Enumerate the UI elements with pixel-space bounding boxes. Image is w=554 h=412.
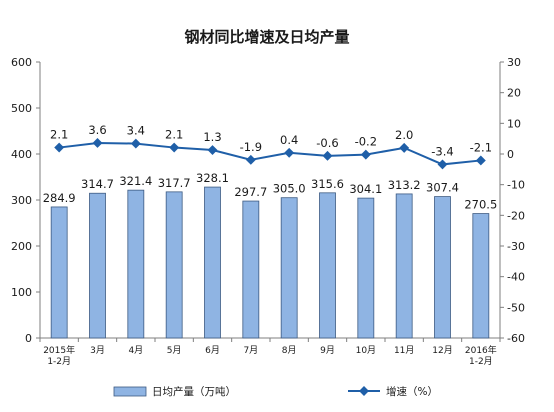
bar bbox=[395, 193, 413, 339]
right-tick-label: 20 bbox=[507, 87, 521, 100]
bar bbox=[280, 197, 298, 339]
line-value-label: -1.9 bbox=[240, 140, 262, 154]
legend-line-marker bbox=[359, 386, 369, 396]
line-value-label: 2.1 bbox=[50, 128, 68, 142]
category-label: 6月 bbox=[205, 345, 220, 356]
legend-line-label: 增速（%） bbox=[386, 385, 438, 398]
bar-value-label: 297.7 bbox=[234, 185, 267, 199]
bar bbox=[89, 192, 106, 339]
line-value-label: 2.1 bbox=[165, 128, 183, 142]
left-tick-label: 500 bbox=[11, 102, 32, 115]
bar-value-label: 305.0 bbox=[273, 182, 306, 196]
bar-value-label: 328.1 bbox=[196, 171, 229, 185]
right-tick-label: -60 bbox=[507, 332, 525, 345]
category-label: 5月 bbox=[167, 345, 182, 356]
line-value-label: 3.4 bbox=[127, 124, 145, 138]
left-tick-label: 600 bbox=[11, 56, 32, 69]
left-tick-label: 100 bbox=[11, 286, 32, 299]
category-label: 4月 bbox=[128, 345, 143, 356]
left-tick-label: 300 bbox=[11, 194, 32, 207]
bar-value-label: 284.9 bbox=[43, 191, 76, 205]
category-label: 9月 bbox=[320, 345, 335, 356]
category-label: 12月 bbox=[432, 345, 452, 356]
bar bbox=[242, 200, 260, 339]
line-point bbox=[92, 138, 103, 148]
line-point bbox=[475, 155, 486, 166]
right-tick-label: -30 bbox=[507, 240, 525, 253]
line-point bbox=[284, 147, 295, 158]
bar-series: 284.9 314.7 321.4 317.7 328.1 297.7 305.0 315.6… bbox=[43, 171, 497, 339]
right-tick-label: -10 bbox=[507, 179, 525, 192]
left-tick-label: 200 bbox=[11, 240, 32, 253]
line-point bbox=[169, 142, 180, 153]
category-label: 10月 bbox=[356, 345, 376, 356]
right-tick-label: 10 bbox=[507, 117, 521, 130]
bar bbox=[319, 192, 336, 339]
bar bbox=[50, 206, 68, 339]
line-value-label: 2.0 bbox=[395, 128, 413, 142]
bar bbox=[204, 186, 221, 339]
legend-bar-swatch bbox=[113, 386, 147, 397]
category-label: 2016年 bbox=[465, 344, 497, 356]
category-label: 3月 bbox=[90, 345, 105, 356]
line-point bbox=[130, 138, 141, 149]
category-label: 1-2月 bbox=[469, 356, 493, 367]
category-label: 8月 bbox=[282, 345, 297, 356]
right-tick-label: 0 bbox=[507, 148, 514, 161]
bar-value-label: 270.5 bbox=[464, 198, 497, 212]
right-tick-label: -40 bbox=[507, 271, 525, 284]
line-point bbox=[322, 150, 333, 161]
right-tick-label: -50 bbox=[507, 301, 525, 314]
right-tick-label: 30 bbox=[507, 56, 521, 69]
line-point bbox=[360, 149, 371, 160]
category-label: 1-2月 bbox=[47, 356, 71, 367]
growth-line bbox=[59, 141, 481, 166]
line-point bbox=[245, 154, 256, 165]
line-value-label: -0.6 bbox=[316, 136, 338, 150]
bar bbox=[357, 197, 375, 339]
right-tick-label: -20 bbox=[507, 209, 525, 222]
bar-value-label: 304.1 bbox=[349, 182, 382, 196]
left-tick-label: 400 bbox=[11, 148, 32, 161]
bar bbox=[165, 191, 183, 339]
bar bbox=[472, 213, 490, 339]
line-value-label: -0.2 bbox=[355, 135, 377, 149]
line-value-label: -2.1 bbox=[470, 140, 492, 154]
left-tick-label: 0 bbox=[25, 332, 32, 345]
line-value-label: 1.3 bbox=[203, 130, 221, 144]
category-label: 11月 bbox=[394, 345, 414, 356]
line-point bbox=[399, 142, 410, 153]
line-series: 2.1 3.6 3.4 2.1 1.3 -1.9 0.4 -0.6 -0.2 2.0 -3.4 -2.… bbox=[50, 123, 492, 170]
bar-value-label: 321.4 bbox=[119, 174, 152, 188]
bar bbox=[434, 196, 451, 339]
line-value-label: -3.4 bbox=[431, 144, 453, 158]
bar-value-label: 317.7 bbox=[158, 176, 191, 190]
bar bbox=[127, 189, 145, 339]
bar-value-label: 314.7 bbox=[81, 177, 114, 191]
line-point bbox=[207, 145, 218, 155]
legend: 日均产量（万吨） 增速（%） bbox=[113, 385, 438, 398]
category-label: 2015年 bbox=[43, 344, 75, 356]
line-point bbox=[437, 159, 448, 170]
bar-value-label: 313.2 bbox=[388, 178, 421, 192]
category-label: 7月 bbox=[243, 345, 258, 356]
bar-value-label: 307.4 bbox=[426, 181, 459, 195]
line-value-label: 0.4 bbox=[280, 133, 298, 147]
chart-title: 钢材同比增速及日均产量 bbox=[184, 28, 349, 46]
line-value-label: 3.6 bbox=[88, 123, 106, 137]
line-point bbox=[54, 142, 65, 153]
bar-value-label: 315.6 bbox=[311, 177, 344, 191]
legend-bar-label: 日均产量（万吨） bbox=[152, 385, 236, 398]
